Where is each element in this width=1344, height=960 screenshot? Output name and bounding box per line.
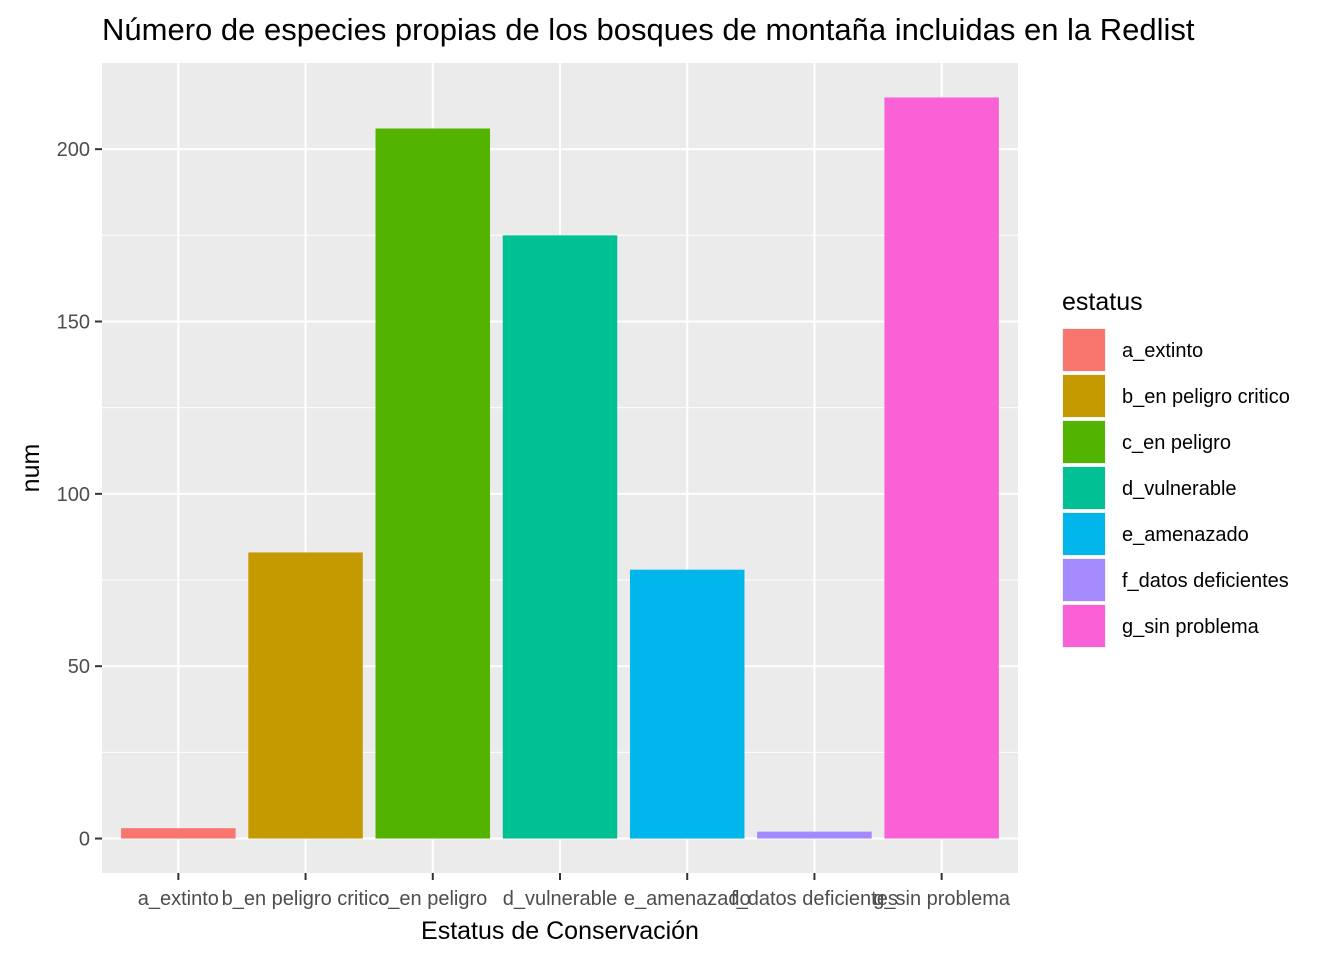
bar-f-datos-deficientes bbox=[757, 831, 872, 839]
legend-label: a_extinto bbox=[1122, 340, 1203, 362]
x-tick-label: b_en peligro critico bbox=[222, 888, 390, 910]
y-tick-label: 100 bbox=[57, 484, 90, 506]
x-tick-label: a_extinto bbox=[138, 888, 219, 910]
bar-e-amenazado bbox=[629, 569, 745, 839]
legend: estatus a_extinto b_en peligro critico c_e… bbox=[1062, 288, 1290, 648]
x-tick-label: f_datos deficientes bbox=[731, 888, 898, 910]
x-tick-label: c_en peligro bbox=[378, 888, 487, 910]
y-tick-label: 0 bbox=[79, 829, 90, 851]
legend-label: c_en peligro bbox=[1122, 432, 1231, 454]
legend-swatch bbox=[1063, 605, 1105, 647]
bar-b-en-peligro-critico bbox=[248, 552, 363, 839]
y-tick-label: 150 bbox=[57, 312, 90, 334]
y-tick-label: 200 bbox=[57, 139, 90, 161]
bar-g-sin-problema bbox=[884, 97, 999, 839]
legend-swatch bbox=[1063, 329, 1105, 371]
bar-a-extinto bbox=[121, 828, 236, 839]
plot-panel bbox=[102, 63, 1018, 873]
y-axis-title: num bbox=[17, 444, 45, 493]
x-tick-label: e_amenazado bbox=[624, 888, 751, 910]
legend-label: f_datos deficientes bbox=[1122, 570, 1289, 592]
legend-label: b_en peligro critico bbox=[1122, 386, 1290, 408]
x-tick-label: d_vulnerable bbox=[503, 888, 618, 910]
legend-swatch bbox=[1063, 559, 1105, 601]
bar-d-vulnerable bbox=[502, 235, 618, 839]
legend-label: e_amenazado bbox=[1122, 524, 1249, 546]
bar-c-en-peligro bbox=[375, 128, 491, 839]
legend-swatch bbox=[1063, 467, 1105, 509]
chart-title: Número de especies propias de los bosque… bbox=[102, 12, 1195, 47]
x-tick-label: g_sin problema bbox=[873, 888, 1011, 910]
legend-items: a_extinto b_en peligro critico c_en peligr… bbox=[1062, 328, 1290, 648]
legend-title: estatus bbox=[1062, 288, 1143, 316]
y-tick-label: 50 bbox=[68, 656, 90, 678]
legend-label: g_sin problema bbox=[1122, 616, 1260, 638]
legend-swatch bbox=[1063, 513, 1105, 555]
x-axis-title: Estatus de Conservación bbox=[421, 917, 699, 945]
y-axis: 0 50 100 150 200 bbox=[57, 139, 102, 851]
bars bbox=[121, 97, 999, 839]
legend-swatch bbox=[1063, 421, 1105, 463]
legend-label: d_vulnerable bbox=[1122, 478, 1237, 500]
legend-swatch bbox=[1063, 375, 1105, 417]
